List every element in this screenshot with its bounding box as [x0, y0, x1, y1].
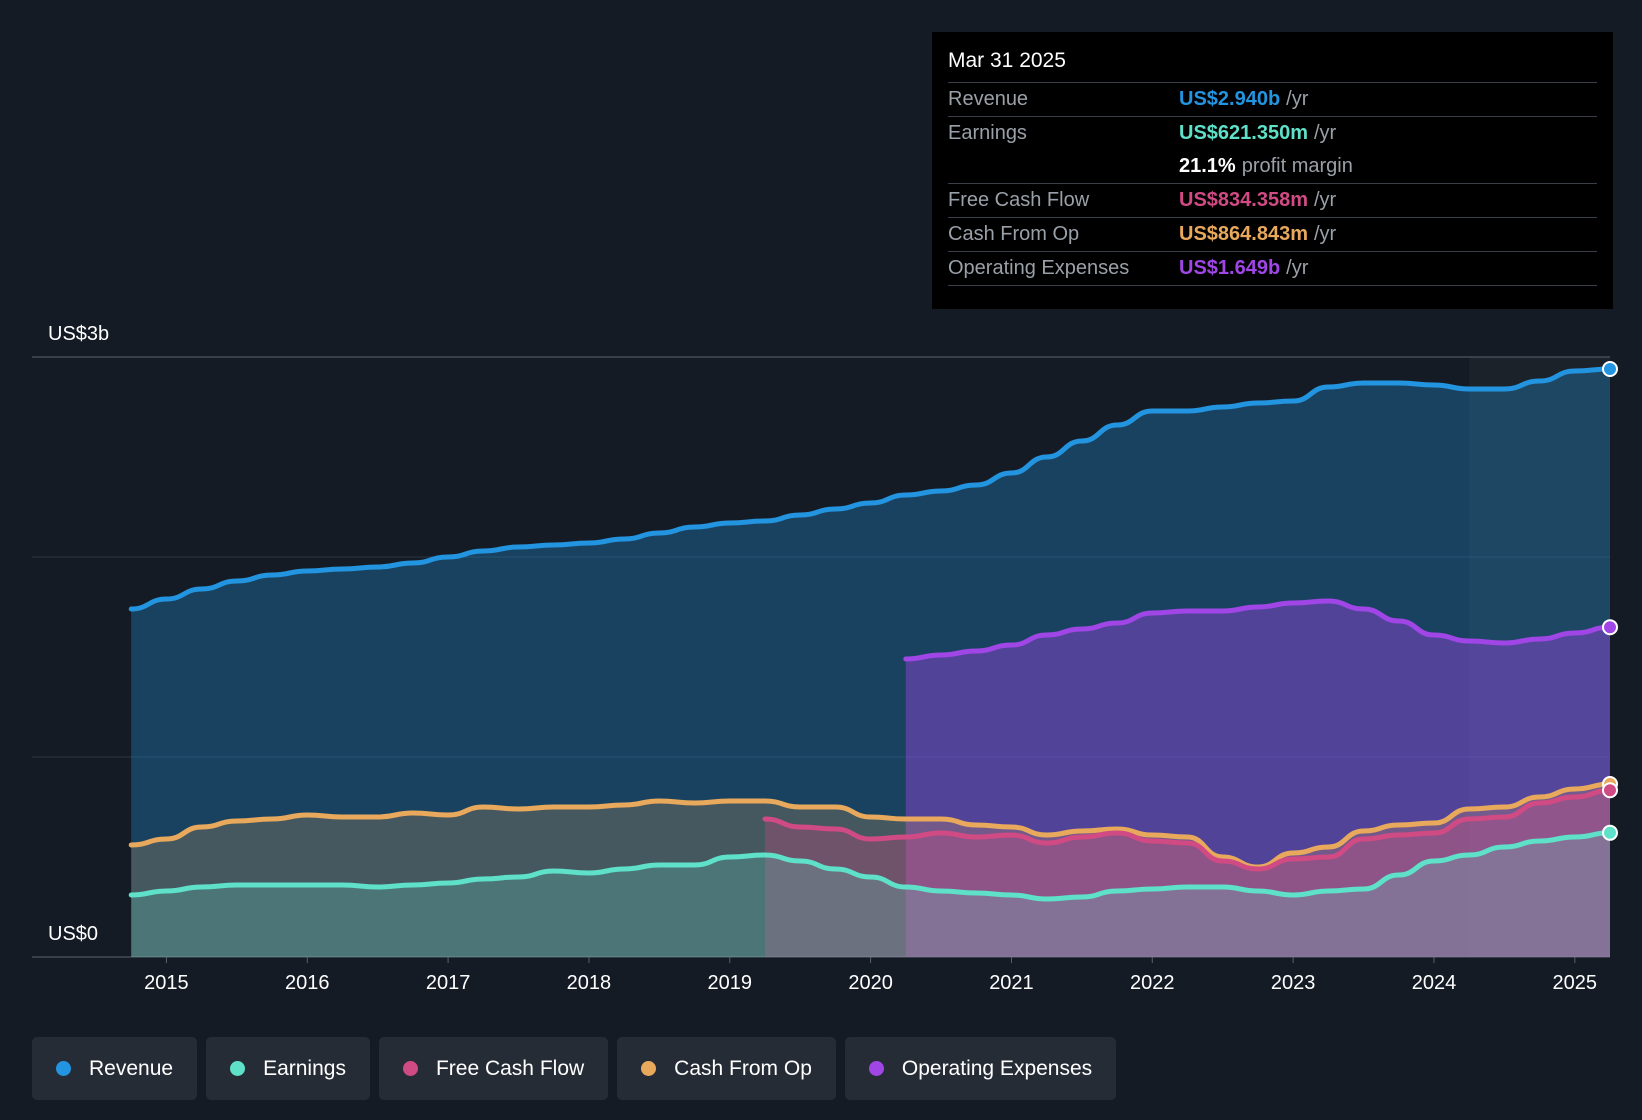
x-tick-label: 2019	[708, 972, 753, 994]
tooltip-row-earnings: Earnings US$621.350m /yr	[948, 116, 1597, 150]
series-lines	[128, 366, 1613, 902]
tooltip-cfo-label: Cash From Op	[948, 223, 1080, 245]
tooltip-fcf-label: Free Cash Flow	[948, 189, 1090, 211]
x-tick-label: 2015	[144, 972, 189, 994]
legend-free-cash-flow[interactable]: Free Cash Flow	[378, 1037, 609, 1100]
tooltip-margin-label: profit margin	[1241, 155, 1353, 177]
tooltip-margin-value: 21.1%	[1179, 155, 1236, 177]
legend-revenue-label: Revenue	[89, 1056, 174, 1080]
tooltip-revenue-value: US$2.940b	[1179, 88, 1281, 110]
tooltip-unit: /yr	[1286, 88, 1309, 110]
tooltip-cfo-value: US$864.843m	[1179, 223, 1308, 245]
tooltip-earnings-label: Earnings	[948, 122, 1027, 144]
dot-icon	[230, 1061, 246, 1076]
fcf-line	[762, 787, 1613, 872]
legend: Revenue Earnings Free Cash Flow Cash Fro…	[32, 1037, 1117, 1100]
fcf-area	[764, 790, 1610, 957]
tooltip-fcf-value: US$834.358m	[1179, 189, 1308, 211]
tooltip-opex-value: US$1.649b	[1179, 257, 1281, 279]
tooltip-unit: /yr	[1313, 122, 1337, 144]
fcf-endpoint	[1602, 782, 1618, 799]
legend-operating-expenses[interactable]: Operating Expenses	[844, 1037, 1117, 1100]
legend-operating-expenses-label: Operating Expenses	[901, 1056, 1093, 1080]
dot-icon	[56, 1061, 71, 1076]
x-tick-label: 2020	[848, 972, 893, 994]
revenue-endpoint	[1602, 361, 1618, 377]
x-tick-label: 2017	[426, 972, 471, 994]
opex-line	[903, 598, 1613, 662]
dot-icon	[641, 1061, 657, 1076]
legend-revenue[interactable]: Revenue	[32, 1037, 198, 1100]
tooltip-unit: /yr	[1313, 189, 1337, 211]
cfo-line	[128, 781, 1613, 870]
earnings-endpoint	[1602, 824, 1618, 841]
x-tick-label: 2024	[1412, 972, 1457, 994]
x-tick-label: 2016	[285, 972, 330, 994]
series-endpoints	[1602, 361, 1618, 841]
tooltip-row-revenue: Revenue US$2.940b /yr	[948, 82, 1597, 116]
legend-cash-from-op-label: Cash From Op	[674, 1056, 812, 1080]
tooltip-row-margin: 21.1% profit margin	[948, 150, 1597, 183]
tooltip-earnings-value: US$621.350m	[1179, 122, 1308, 144]
dot-icon	[402, 1061, 418, 1076]
legend-free-cash-flow-label: Free Cash Flow	[435, 1056, 585, 1080]
x-tick-label: 2022	[1130, 972, 1175, 994]
tooltip-row-cfo: Cash From Op US$864.843m /yr	[948, 217, 1597, 251]
legend-earnings-label: Earnings	[263, 1056, 346, 1080]
x-tick-label: 2021	[989, 972, 1034, 994]
dot-icon	[868, 1061, 884, 1076]
revenue-line	[128, 366, 1613, 612]
earnings-line	[128, 830, 1613, 902]
x-tick-label: 2018	[567, 972, 612, 994]
opex-endpoint	[1602, 619, 1618, 636]
tooltip-row-fcf: Free Cash Flow US$834.358m /yr	[948, 183, 1597, 217]
x-axis: 2015 2016 2017 2018 2019 2020 2021 2022 2023 2024…	[144, 957, 1597, 994]
legend-earnings[interactable]: Earnings	[206, 1037, 370, 1100]
opex-area	[905, 601, 1610, 957]
tooltip-unit: /yr	[1286, 257, 1309, 279]
gridlines	[32, 356, 1610, 958]
tooltip-revenue-label: Revenue	[948, 88, 1029, 110]
tooltip: Mar 31 2025 Revenue US$2.940b /yr Earnin…	[932, 32, 1613, 309]
y-axis-top-label: US$3b	[48, 323, 109, 345]
tooltip-opex-label: Operating Expenses	[948, 257, 1130, 279]
tooltip-row-opex: Operating Expenses US$1.649b /yr	[948, 251, 1597, 286]
x-tick-label: 2023	[1271, 972, 1316, 994]
earnings-area	[131, 832, 1610, 957]
tooltip-unit: /yr	[1313, 223, 1337, 245]
cfo-area	[131, 784, 1610, 957]
tooltip-date: Mar 31 2025	[948, 49, 1066, 72]
legend-cash-from-op[interactable]: Cash From Op	[617, 1037, 836, 1100]
y-axis-bottom-label: US$0	[48, 923, 98, 945]
x-tick-label: 2025	[1553, 972, 1598, 994]
